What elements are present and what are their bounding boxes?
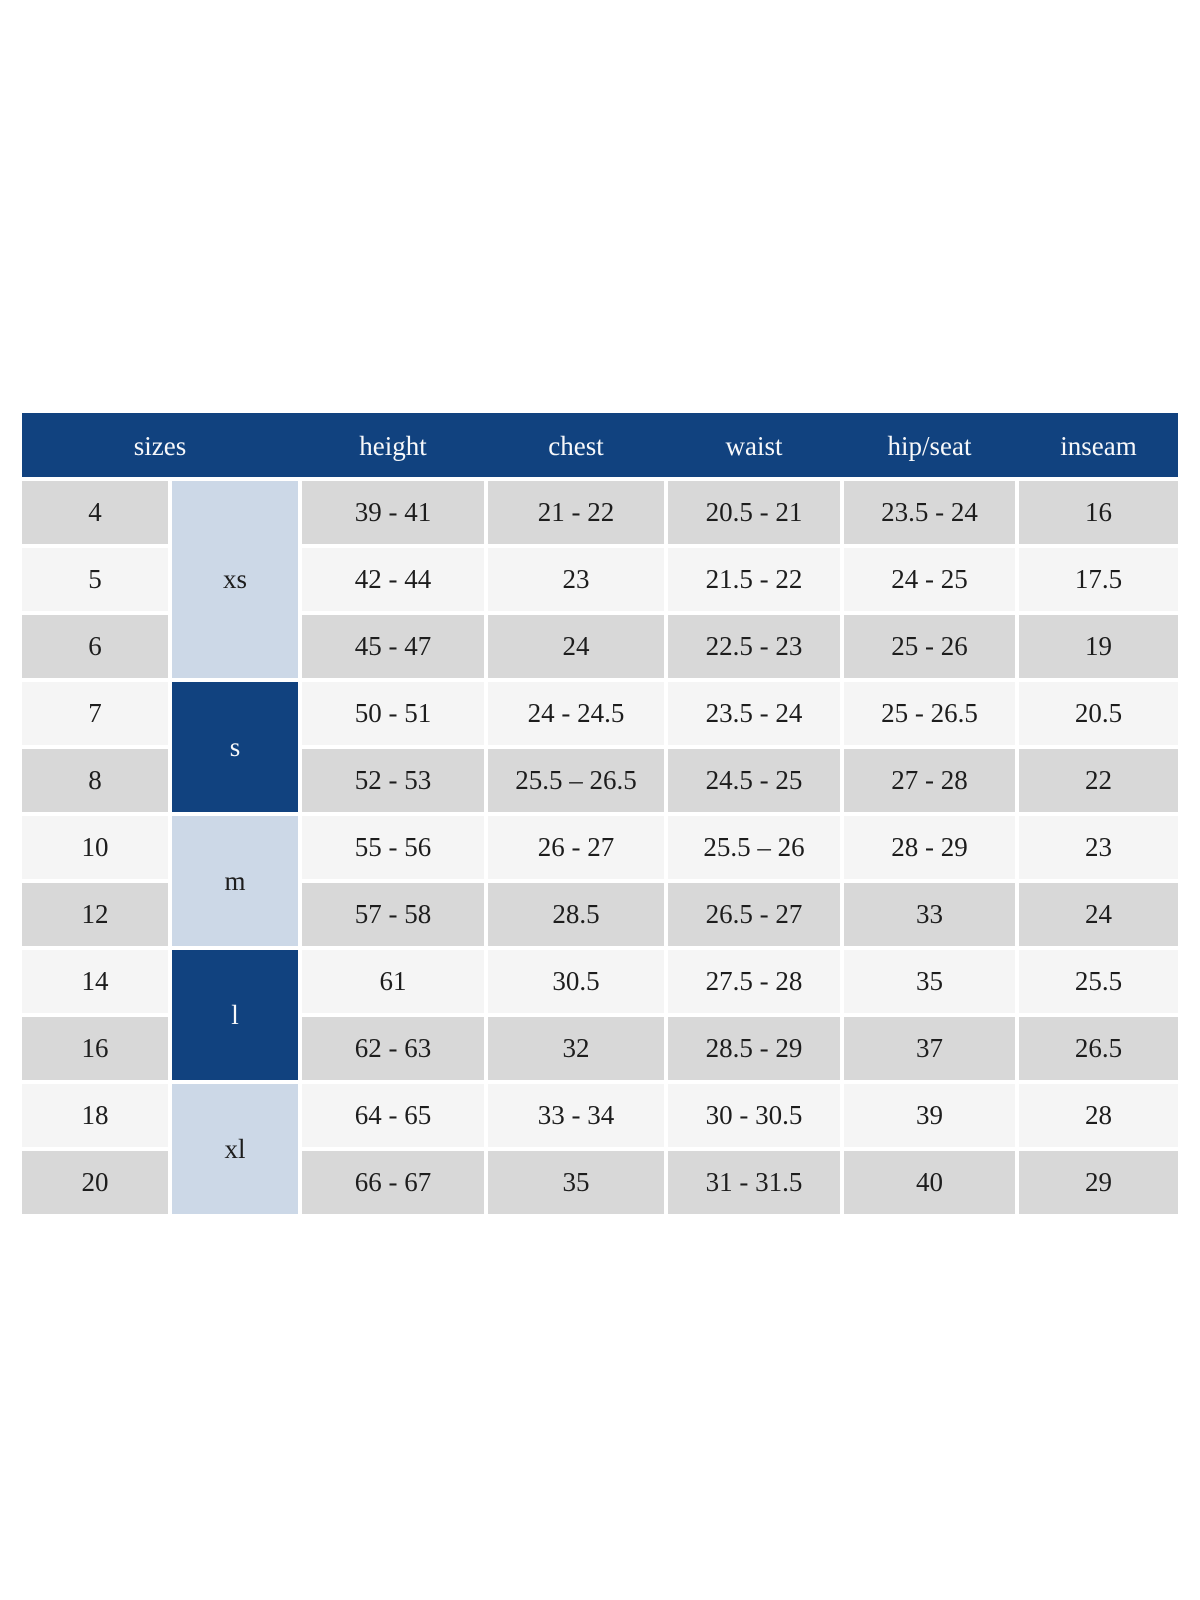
cell-inseam: 24 bbox=[1019, 883, 1178, 946]
cell-hip-seat: 25 - 26 bbox=[844, 615, 1015, 678]
cell-hip-seat: 35 bbox=[844, 950, 1015, 1013]
cell-inseam: 16 bbox=[1019, 481, 1178, 544]
cell-height: 55 - 56 bbox=[302, 816, 484, 879]
cell-height: 50 - 51 bbox=[302, 682, 484, 745]
cell-inseam: 22 bbox=[1019, 749, 1178, 812]
cell-hip-seat: 39 bbox=[844, 1084, 1015, 1147]
cell-waist: 21.5 - 22 bbox=[668, 548, 840, 611]
cell-chest: 28.5 bbox=[488, 883, 664, 946]
cell-hip-seat: 33 bbox=[844, 883, 1015, 946]
cell-chest: 30.5 bbox=[488, 950, 664, 1013]
cell-inseam: 28 bbox=[1019, 1084, 1178, 1147]
header-cell-waist: waist bbox=[725, 430, 783, 461]
cell-hip-seat: 37 bbox=[844, 1017, 1015, 1080]
cell-size: 4 bbox=[22, 481, 168, 544]
size-group-m: m bbox=[172, 816, 298, 946]
cell-waist: 30 - 30.5 bbox=[668, 1084, 840, 1147]
cell-height: 52 - 53 bbox=[302, 749, 484, 812]
cell-size: 14 bbox=[22, 950, 168, 1013]
cell-height: 66 - 67 bbox=[302, 1151, 484, 1214]
cell-waist: 25.5 – 26 bbox=[668, 816, 840, 879]
cell-chest: 25.5 – 26.5 bbox=[488, 749, 664, 812]
cell-size: 16 bbox=[22, 1017, 168, 1080]
cell-waist: 27.5 - 28 bbox=[668, 950, 840, 1013]
cell-height: 61 bbox=[302, 950, 484, 1013]
header-cell-inseam: inseam bbox=[1060, 430, 1137, 461]
size-chart-table: sizes height chest waist hip/seat inseam… bbox=[22, 413, 1178, 1214]
cell-waist: 20.5 - 21 bbox=[668, 481, 840, 544]
cell-height: 42 - 44 bbox=[302, 548, 484, 611]
cell-inseam: 25.5 bbox=[1019, 950, 1178, 1013]
cell-hip-seat: 23.5 - 24 bbox=[844, 481, 1015, 544]
size-group-xl: xl bbox=[172, 1084, 298, 1214]
cell-height: 64 - 65 bbox=[302, 1084, 484, 1147]
cell-chest: 24 - 24.5 bbox=[488, 682, 664, 745]
cell-size: 12 bbox=[22, 883, 168, 946]
cell-hip-seat: 28 - 29 bbox=[844, 816, 1015, 879]
cell-hip-seat: 24 - 25 bbox=[844, 548, 1015, 611]
cell-waist: 28.5 - 29 bbox=[668, 1017, 840, 1080]
cell-height: 39 - 41 bbox=[302, 481, 484, 544]
cell-size: 10 bbox=[22, 816, 168, 879]
cell-size: 7 bbox=[22, 682, 168, 745]
cell-waist: 31 - 31.5 bbox=[668, 1151, 840, 1214]
cell-hip-seat: 40 bbox=[844, 1151, 1015, 1214]
table-header-inner: sizes height chest waist hip/seat inseam bbox=[22, 413, 1178, 477]
size-group-xs: xs bbox=[172, 481, 298, 678]
cell-inseam: 26.5 bbox=[1019, 1017, 1178, 1080]
cell-hip-seat: 27 - 28 bbox=[844, 749, 1015, 812]
cell-inseam: 17.5 bbox=[1019, 548, 1178, 611]
cell-inseam: 19 bbox=[1019, 615, 1178, 678]
cell-chest: 32 bbox=[488, 1017, 664, 1080]
size-chart-grid: sizes height chest waist hip/seat inseam… bbox=[22, 413, 1178, 1214]
cell-inseam: 20.5 bbox=[1019, 682, 1178, 745]
cell-waist: 22.5 - 23 bbox=[668, 615, 840, 678]
cell-chest: 23 bbox=[488, 548, 664, 611]
size-group-s: s bbox=[172, 682, 298, 812]
cell-height: 62 - 63 bbox=[302, 1017, 484, 1080]
cell-chest: 35 bbox=[488, 1151, 664, 1214]
table-header-row: sizes height chest waist hip/seat inseam bbox=[22, 413, 1178, 477]
cell-inseam: 23 bbox=[1019, 816, 1178, 879]
cell-chest: 26 - 27 bbox=[488, 816, 664, 879]
cell-size: 20 bbox=[22, 1151, 168, 1214]
cell-waist: 24.5 - 25 bbox=[668, 749, 840, 812]
cell-size: 5 bbox=[22, 548, 168, 611]
cell-size: 6 bbox=[22, 615, 168, 678]
cell-hip-seat: 25 - 26.5 bbox=[844, 682, 1015, 745]
cell-chest: 24 bbox=[488, 615, 664, 678]
header-cell-chest: chest bbox=[548, 430, 604, 461]
cell-size: 18 bbox=[22, 1084, 168, 1147]
header-cell-sizes: sizes bbox=[133, 430, 187, 461]
cell-size: 8 bbox=[22, 749, 168, 812]
cell-height: 57 - 58 bbox=[302, 883, 484, 946]
cell-inseam: 29 bbox=[1019, 1151, 1178, 1214]
header-cell-hip-seat: hip/seat bbox=[887, 430, 972, 461]
header-cell-height: height bbox=[359, 430, 427, 461]
cell-height: 45 - 47 bbox=[302, 615, 484, 678]
cell-waist: 23.5 - 24 bbox=[668, 682, 840, 745]
cell-chest: 33 - 34 bbox=[488, 1084, 664, 1147]
cell-waist: 26.5 - 27 bbox=[668, 883, 840, 946]
size-group-l: l bbox=[172, 950, 298, 1080]
cell-chest: 21 - 22 bbox=[488, 481, 664, 544]
